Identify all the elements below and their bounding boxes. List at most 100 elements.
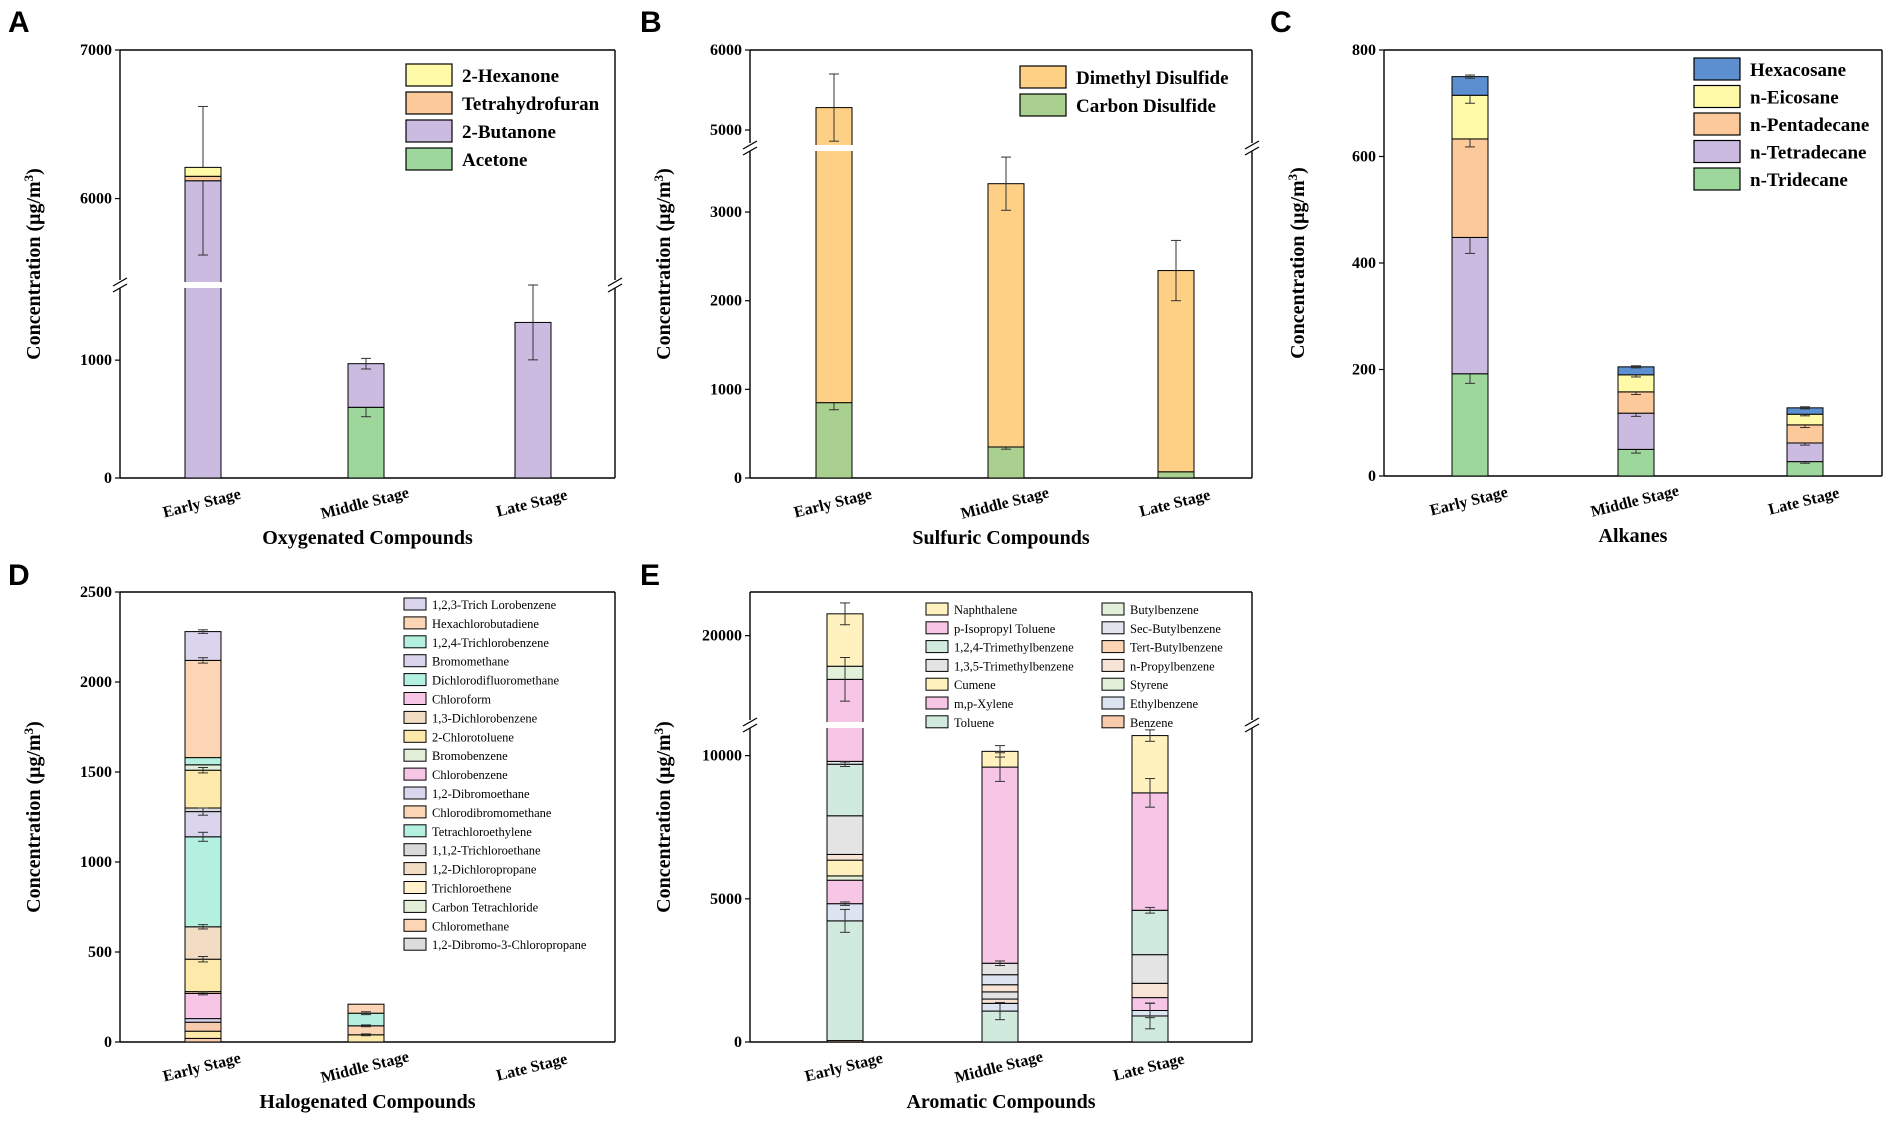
- legend-swatch: [403, 616, 427, 630]
- bar-segment: [1786, 442, 1824, 463]
- bar-segment: [1451, 138, 1489, 238]
- legend-label: Carbon Disulfide: [1076, 96, 1216, 117]
- x-tick-label: Late Stage: [1767, 485, 1841, 519]
- x-tick-label: Late Stage: [495, 1051, 569, 1085]
- legend-label: Benzene: [1130, 716, 1173, 730]
- y-tick-label: 2000: [710, 293, 742, 310]
- axis-break-gap: [1244, 720, 1260, 728]
- x-tick-label: Early Stage: [161, 486, 242, 522]
- y-axis-title: Concentration (μg/m3): [1285, 167, 1310, 359]
- bar-segment: [826, 859, 864, 877]
- x-axis-title: Sulfuric Compounds: [912, 527, 1089, 549]
- y-tick-label: 2500: [80, 584, 112, 601]
- panel-letter-B: B: [640, 6, 662, 39]
- legend-label: Tetrachloroethylene: [432, 825, 532, 839]
- y-tick-label: 6000: [80, 191, 112, 208]
- legend-swatch: [403, 635, 427, 649]
- legend-label: n-Propylbenzene: [1130, 659, 1215, 673]
- legend-swatch: [1101, 696, 1125, 710]
- y-tick-label: 500: [88, 944, 112, 961]
- legend-swatch: [1101, 715, 1125, 729]
- legend-swatch: [403, 692, 427, 705]
- legend-swatch: [1693, 139, 1741, 164]
- bar-segment: [826, 763, 864, 817]
- bar-segment: [184, 659, 222, 759]
- legend-label: Ethylbenzene: [1130, 697, 1198, 711]
- chart-panel-E: 0 5000 10000 20000 Early Stage Middle Stage La…: [651, 591, 1260, 1113]
- y-tick-label: 0: [734, 470, 742, 487]
- legend-label: Bromomethane: [432, 655, 510, 669]
- legend-label: Dichlorodifluoromethane: [432, 674, 559, 688]
- bar-segment: [184, 1037, 222, 1043]
- y-tick-label: 3000: [710, 204, 742, 221]
- legend-swatch: [403, 654, 427, 668]
- bar-segment: [826, 815, 864, 855]
- legend-swatch: [925, 658, 949, 672]
- y-axis-title: Concentration (μg/m3): [651, 721, 676, 913]
- axis-break-gap: [742, 143, 758, 151]
- legend-swatch: [1019, 65, 1067, 89]
- legend-label: p-Isopropyl Toluene: [954, 622, 1056, 636]
- bar-segment: [815, 107, 853, 404]
- axis-break-mark: [607, 277, 623, 287]
- legend-label: 1,1,2-Trichloroethane: [432, 844, 541, 858]
- legend-label: 1,2-Dichloropropane: [432, 863, 537, 877]
- legend-label: Hexacosane: [1750, 60, 1846, 81]
- y-tick-label: 0: [104, 1034, 112, 1051]
- y-tick-label: 0: [734, 1034, 742, 1051]
- x-tick-label: Early Stage: [161, 1050, 242, 1086]
- bar-segment: [1786, 461, 1824, 477]
- bar-segment: [184, 769, 222, 809]
- bar-segment: [347, 406, 385, 479]
- legend-swatch: [1101, 640, 1125, 654]
- bar-segment: [347, 363, 385, 408]
- y-tick-label: 20000: [702, 628, 742, 645]
- axis-break-mark: [742, 723, 758, 733]
- x-tick-label: Middle Stage: [953, 1048, 1045, 1086]
- legend-label: Chlorodibromomethane: [432, 806, 552, 820]
- legend-label: Sec-Butylbenzene: [1130, 622, 1221, 636]
- x-tick-label: Late Stage: [495, 487, 569, 521]
- y-tick-label: 1000: [80, 352, 112, 369]
- axis-break-mark: [742, 140, 758, 150]
- legend-swatch: [403, 918, 427, 932]
- chart-panel-A: 0 1000 6000 7000 Early Stage Middle Stage Late…: [21, 42, 623, 549]
- legend-label: m,p-Xylene: [954, 697, 1014, 711]
- legend-label: Hexachlorobutadiene: [432, 617, 539, 631]
- legend-label: Cumene: [954, 678, 996, 692]
- legend-label: 1,3-Dichlorobenzene: [432, 711, 538, 725]
- bar-segment: [1451, 76, 1489, 96]
- legend-swatch: [405, 91, 453, 115]
- legend-swatch: [403, 899, 427, 913]
- y-tick-label: 0: [104, 470, 112, 487]
- legend-label: 2-Chlorotoluene: [432, 730, 514, 744]
- panel-letter-E: E: [640, 559, 660, 592]
- legend-label: 1,2,4-Trichlorobenzene: [432, 636, 549, 650]
- legend-label: n-Tridecane: [1750, 170, 1848, 191]
- y-tick-label: 7000: [80, 42, 112, 59]
- bar-segment: [826, 853, 864, 861]
- axis-break-mark: [742, 717, 758, 727]
- bar-segment: [1451, 373, 1489, 477]
- legend-label: Dimethyl Disulfide: [1076, 68, 1229, 89]
- y-tick-label: 1500: [80, 764, 112, 781]
- x-axis-title: Aromatic Compounds: [906, 1091, 1095, 1113]
- legend-swatch: [1693, 112, 1741, 136]
- legend-label: Chloroform: [432, 693, 491, 707]
- legend-swatch: [403, 881, 427, 894]
- legend-swatch: [925, 640, 949, 654]
- bar-segment: [184, 836, 222, 928]
- bar-segment: [981, 766, 1019, 964]
- y-axis-title: Concentration (μg/m3): [21, 168, 46, 360]
- bar-segment: [826, 875, 864, 881]
- bar-segment: [184, 1018, 222, 1023]
- legend-label: Bromobenzene: [432, 749, 508, 763]
- legend-swatch: [405, 119, 453, 143]
- x-tick-label: Early Stage: [803, 1050, 884, 1086]
- chart-panel-C: 0 200 400 600 800 Early Stage Middle Stage Late…: [1285, 42, 1883, 547]
- legend-swatch: [403, 786, 427, 800]
- legend-label: Tert-Butylbenzene: [1130, 641, 1223, 655]
- legend-swatch: [403, 597, 427, 611]
- bar-segment: [1451, 236, 1489, 375]
